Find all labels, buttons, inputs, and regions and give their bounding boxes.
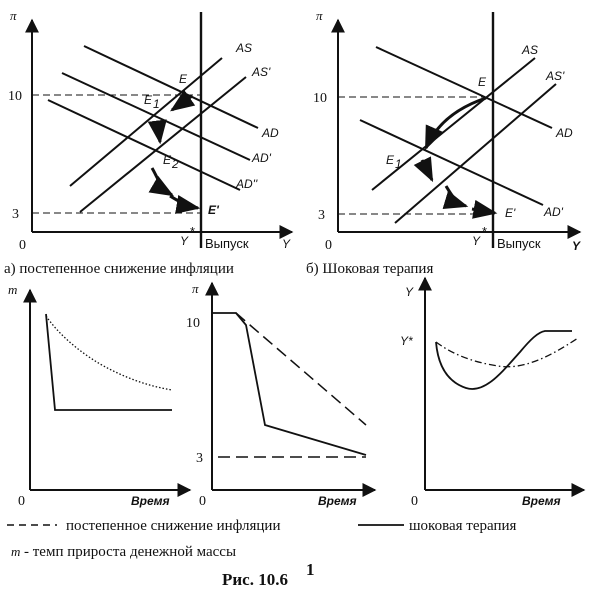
y-axis-label: Y: [282, 237, 291, 251]
output-label: Выпуск: [205, 236, 249, 251]
legend-dashed-label: постепенное снижение инфляции: [66, 518, 280, 534]
y-star-label: Y*: [400, 334, 413, 348]
ad-curve: [83, 45, 259, 129]
point-e1-sub: 1: [153, 97, 160, 111]
figure-caption: Рис. 10.6: [222, 570, 288, 589]
shock-inflation-path: [212, 312, 367, 456]
y-star-label: Y: [472, 234, 481, 248]
y-star-mark: *: [190, 224, 195, 239]
point-e1: E: [144, 93, 153, 107]
panel-output: [418, 276, 586, 497]
legend-solid-label: шоковая терапия: [409, 518, 516, 534]
curve-as: AS: [235, 41, 252, 55]
y-axis-label: Y: [405, 285, 414, 299]
origin-label: 0: [18, 494, 25, 509]
panel-money-growth: [23, 288, 192, 497]
m-axis-label: m: [8, 282, 17, 297]
as-prime-curve: [79, 76, 247, 213]
panel-money-growth-labels: m 0 Время: [8, 282, 170, 509]
level-3-label: 3: [196, 451, 203, 466]
time-label: Время: [318, 494, 357, 508]
gradual-output-path: [435, 337, 579, 368]
origin-label: 0: [325, 238, 332, 253]
panel-shock-labels: π 10 3 0 Y * Выпуск Y AS AS' AD AD' E E …: [306, 8, 581, 277]
curve-ad-prime: AD': [543, 205, 564, 219]
shock-output-path: [435, 330, 572, 390]
point-e1: E: [386, 153, 395, 167]
panel-shock: [331, 12, 582, 248]
ad-double-prime-curve: [47, 99, 241, 191]
level-3-label: 3: [12, 207, 19, 222]
legend-m-label: - темп прироста денежной массы: [24, 544, 236, 560]
level-3-label: 3: [318, 208, 325, 223]
curve-as-prime: AS': [251, 65, 271, 79]
panel-inflation: [205, 281, 377, 497]
path-arrow-3: [442, 185, 469, 209]
panel-gradual-labels: π 10 3 0 Y * Выпуск Y AS AS' AD AD' AD''…: [4, 8, 291, 277]
shock-m-path: [45, 313, 172, 411]
as-curve: [371, 57, 536, 191]
gradual-inflation-path: [235, 312, 367, 426]
curve-ad-double-prime: AD'': [235, 177, 258, 191]
curve-ad: AD: [261, 126, 279, 140]
ad-prime-curve: [61, 72, 251, 161]
figure-footnote-mark: 1: [306, 560, 315, 579]
origin-label: 0: [19, 238, 26, 253]
level-10-label: 10: [8, 89, 22, 104]
as-curve: [69, 57, 223, 187]
gradual-m-path: [45, 315, 173, 391]
path-arrow-4: [169, 194, 201, 214]
time-label: Время: [522, 494, 561, 508]
y-axis-label: Y: [572, 239, 581, 253]
level-10-label: 10: [186, 316, 200, 331]
origin-label: 0: [199, 494, 206, 509]
origin-label: 0: [411, 494, 418, 509]
ad-prime-curve: [359, 119, 544, 206]
as-prime-curve: [394, 83, 557, 224]
curve-ad: AD: [555, 126, 573, 140]
caption-shock: б) Шоковая терапия: [306, 261, 433, 277]
curve-as: AS: [521, 43, 538, 57]
path-arrow-3: [148, 167, 175, 197]
legend: постепенное снижение инфляции шоковая те…: [7, 518, 516, 560]
ad-curve: [375, 46, 553, 129]
path-arrow-1: [424, 96, 487, 151]
point-e1-sub: 1: [395, 157, 402, 171]
path-arrow-2: [147, 119, 167, 145]
output-label: Выпуск: [497, 236, 541, 251]
path-arrow-2: [413, 156, 434, 183]
y-star-label: Y: [180, 234, 189, 248]
pi-axis-label: π: [316, 8, 323, 23]
pi-axis-label: π: [10, 8, 17, 23]
time-label: Время: [131, 494, 170, 508]
path-arrow-4: [471, 199, 498, 219]
point-e: E: [478, 75, 487, 89]
panel-output-labels: Y Y* 0 Время: [400, 285, 561, 509]
point-e2: E: [163, 153, 172, 167]
path-arrow-1: [170, 89, 196, 112]
caption-gradual: а) постепенное снижение инфляции: [4, 261, 234, 277]
point-e-prime: E': [505, 206, 516, 220]
panel-gradual: [25, 12, 294, 248]
pi-axis-label: π: [192, 281, 199, 296]
level-10-label: 10: [313, 91, 327, 106]
y-star-mark: *: [482, 224, 487, 239]
curve-ad-prime: AD': [251, 151, 272, 165]
point-e: E: [179, 72, 188, 86]
curve-as-prime: AS': [545, 69, 565, 83]
panel-inflation-labels: π 10 3 0 Время: [186, 281, 357, 509]
point-e-prime: E': [208, 203, 220, 217]
point-e2-sub: 2: [171, 157, 179, 171]
legend-m-symbol: m: [11, 544, 20, 559]
